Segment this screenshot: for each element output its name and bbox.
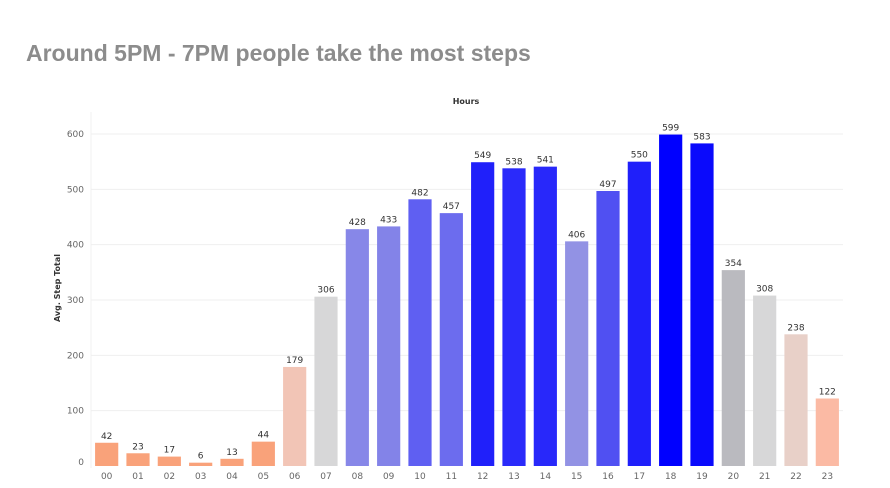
x-tick-label: 01 xyxy=(132,472,143,482)
x-tick-label: 04 xyxy=(226,472,238,482)
bar-hour-19[interactable] xyxy=(690,143,714,466)
x-axis: 00 01 02 03 04 05 06 07 08 09 10 11 12 13 14 15 16 17 18 19… xyxy=(101,472,833,482)
bar-hour-00[interactable] xyxy=(95,442,119,466)
x-tick-label: 09 xyxy=(383,472,395,482)
x-tick-label: 08 xyxy=(352,472,364,482)
bar-hour-05[interactable] xyxy=(251,441,275,466)
y-axis-label: Avg. Step Total xyxy=(53,254,62,322)
data-label: 42 xyxy=(101,432,112,442)
bar-hour-08[interactable] xyxy=(345,229,369,466)
data-label: 550 xyxy=(631,151,648,161)
bar-hour-14[interactable] xyxy=(533,166,557,466)
x-axis-label: Hours xyxy=(453,97,480,106)
x-tick-label: 21 xyxy=(759,472,770,482)
x-tick-label: 13 xyxy=(508,472,519,482)
data-label: 428 xyxy=(349,218,366,228)
bar-hour-21[interactable] xyxy=(753,295,777,466)
y-tick-label: 600 xyxy=(67,130,84,140)
bar-hour-22[interactable] xyxy=(784,334,808,466)
bar-hour-02[interactable] xyxy=(157,456,181,466)
x-tick-label: 07 xyxy=(320,472,331,482)
x-tick-label: 20 xyxy=(728,472,740,482)
bar-hour-10[interactable] xyxy=(408,199,432,466)
data-label: 17 xyxy=(164,446,175,456)
data-label: 354 xyxy=(725,259,742,269)
x-tick-label: 02 xyxy=(164,472,175,482)
data-label: 308 xyxy=(756,285,773,295)
page-title: Around 5PM - 7PM people take the most st… xyxy=(26,40,531,66)
bar-hour-01[interactable] xyxy=(126,453,150,466)
data-label: 457 xyxy=(443,202,460,212)
x-tick-label: 17 xyxy=(634,472,645,482)
bar-hour-09[interactable] xyxy=(377,226,401,466)
x-tick-label: 16 xyxy=(602,472,614,482)
data-label: 583 xyxy=(693,132,710,142)
bar-hour-03[interactable] xyxy=(189,462,213,466)
y-axis: 0 100 200 300 400 500 600 xyxy=(67,112,92,468)
bar-hour-20[interactable] xyxy=(721,270,745,466)
bars xyxy=(95,134,839,466)
data-label: 497 xyxy=(599,180,616,190)
data-label: 13 xyxy=(226,448,237,458)
x-tick-label: 11 xyxy=(446,472,457,482)
x-tick-label: 23 xyxy=(822,472,833,482)
bar-hour-12[interactable] xyxy=(471,162,495,466)
data-labels: 42 23 17 6 13 44 179 306 428 433 482 457 549 538 541 40… xyxy=(101,124,836,462)
data-label: 599 xyxy=(662,124,679,134)
gridlines xyxy=(91,133,843,412)
x-tick-label: 14 xyxy=(540,472,552,482)
x-tick-label: 06 xyxy=(289,472,301,482)
data-label: 179 xyxy=(286,356,303,366)
data-label: 238 xyxy=(787,323,804,333)
data-label: 433 xyxy=(380,215,397,225)
x-tick-label: 19 xyxy=(696,472,708,482)
bar-hour-13[interactable] xyxy=(502,168,526,466)
data-label: 44 xyxy=(258,431,270,441)
x-tick-label: 00 xyxy=(101,472,113,482)
bar-hour-11[interactable] xyxy=(439,213,463,466)
data-label: 549 xyxy=(474,151,491,161)
y-tick-label: 300 xyxy=(67,296,84,306)
data-label: 23 xyxy=(132,442,143,452)
x-tick-label: 05 xyxy=(258,472,269,482)
bar-hour-17[interactable] xyxy=(627,161,651,466)
bar-hour-15[interactable] xyxy=(565,241,589,466)
bar-hour-07[interactable] xyxy=(314,296,338,466)
data-label: 541 xyxy=(537,156,554,166)
x-tick-label: 18 xyxy=(665,472,677,482)
data-label: 482 xyxy=(411,188,428,198)
y-tick-label: 0 xyxy=(78,458,84,468)
data-label: 122 xyxy=(819,387,836,397)
x-tick-label: 15 xyxy=(571,472,582,482)
bar-hour-04[interactable] xyxy=(220,458,244,466)
y-tick-label: 400 xyxy=(67,241,84,251)
y-tick-label: 500 xyxy=(67,185,84,195)
bar-hour-18[interactable] xyxy=(659,134,683,466)
y-tick-label: 100 xyxy=(67,407,84,417)
data-label: 306 xyxy=(317,286,334,296)
x-tick-label: 12 xyxy=(477,472,488,482)
bar-hour-06[interactable] xyxy=(283,366,307,466)
x-tick-label: 22 xyxy=(790,472,801,482)
bar-hour-16[interactable] xyxy=(596,190,620,466)
x-tick-label: 10 xyxy=(414,472,426,482)
x-tick-label: 03 xyxy=(195,472,206,482)
data-label: 6 xyxy=(198,452,204,462)
data-label: 406 xyxy=(568,230,585,240)
bar-hour-23[interactable] xyxy=(815,398,839,466)
y-tick-label: 200 xyxy=(67,351,84,361)
data-label: 538 xyxy=(505,157,522,167)
